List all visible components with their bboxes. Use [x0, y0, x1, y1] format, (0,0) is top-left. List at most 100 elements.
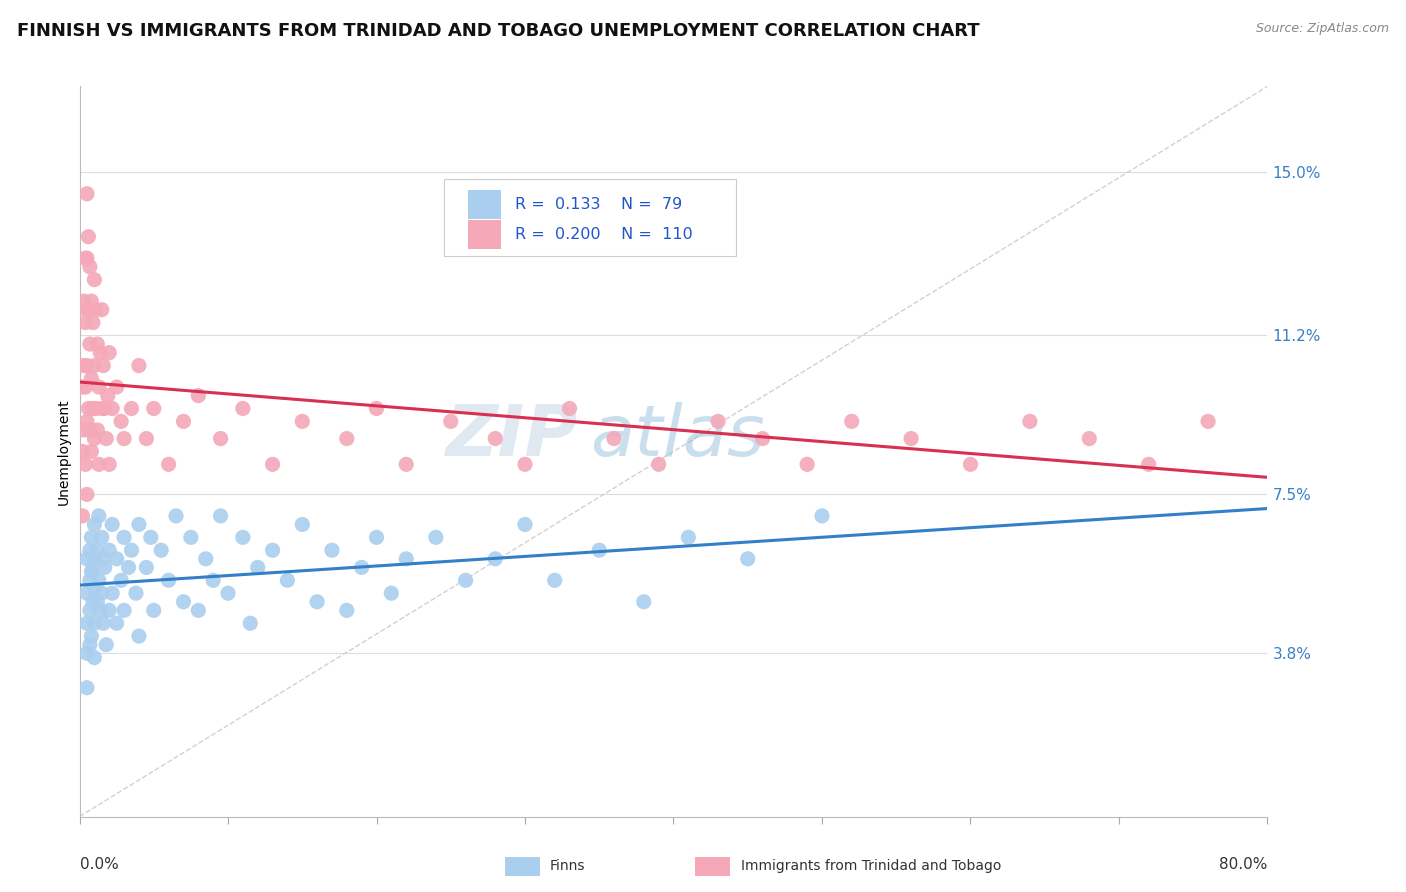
- Point: [647, 458, 669, 472]
- FancyBboxPatch shape: [444, 179, 737, 257]
- Point: [98, 345, 121, 359]
- Point: [91, 616, 114, 631]
- Point: [291, 414, 314, 428]
- Point: [558, 401, 581, 416]
- Point: [73, 359, 96, 373]
- Point: [135, 432, 157, 446]
- Point: [80, 629, 103, 643]
- Point: [75, 380, 97, 394]
- Point: [112, 603, 135, 617]
- Point: [484, 551, 506, 566]
- Point: [72, 508, 94, 523]
- Point: [142, 401, 165, 416]
- Point: [180, 530, 202, 544]
- Point: [79, 423, 101, 437]
- Point: [98, 543, 121, 558]
- Point: [105, 380, 128, 394]
- Point: [83, 616, 105, 631]
- Point: [72, 444, 94, 458]
- Point: [751, 432, 773, 446]
- Point: [336, 603, 359, 617]
- Point: [79, 574, 101, 588]
- Point: [239, 616, 262, 631]
- Point: [72, 380, 94, 394]
- Point: [737, 551, 759, 566]
- Point: [172, 595, 194, 609]
- Point: [83, 432, 105, 446]
- Point: [84, 401, 107, 416]
- Y-axis label: Unemployment: Unemployment: [58, 398, 72, 505]
- Point: [97, 389, 120, 403]
- Text: R =  0.200    N =  110: R = 0.200 N = 110: [516, 227, 693, 242]
- Point: [86, 337, 108, 351]
- Point: [96, 638, 118, 652]
- Text: atlas: atlas: [591, 402, 765, 471]
- Point: [139, 530, 162, 544]
- Point: [90, 586, 112, 600]
- Point: [366, 401, 388, 416]
- Point: [86, 543, 108, 558]
- Point: [89, 345, 111, 359]
- Point: [80, 530, 103, 544]
- Point: [209, 432, 232, 446]
- Point: [76, 586, 98, 600]
- Point: [209, 508, 232, 523]
- Point: [1018, 414, 1040, 428]
- Point: [83, 582, 105, 596]
- Point: [87, 574, 110, 588]
- Point: [75, 316, 97, 330]
- Point: [588, 543, 610, 558]
- Point: [1137, 458, 1160, 472]
- Point: [76, 681, 98, 695]
- Point: [291, 517, 314, 532]
- Text: 0.0%: 0.0%: [80, 856, 118, 871]
- Text: Finns: Finns: [550, 859, 585, 872]
- FancyBboxPatch shape: [468, 219, 501, 249]
- Point: [454, 574, 477, 588]
- Point: [202, 574, 225, 588]
- Text: 80.0%: 80.0%: [1219, 856, 1267, 871]
- Point: [77, 302, 100, 317]
- Point: [76, 616, 98, 631]
- Point: [440, 414, 463, 428]
- Point: [86, 595, 108, 609]
- Point: [80, 371, 103, 385]
- Point: [83, 272, 105, 286]
- Point: [187, 389, 209, 403]
- Point: [110, 414, 132, 428]
- Point: [121, 543, 143, 558]
- Point: [217, 586, 239, 600]
- Point: [87, 380, 110, 394]
- Point: [172, 414, 194, 428]
- Point: [959, 458, 981, 472]
- Point: [276, 574, 298, 588]
- Point: [484, 432, 506, 446]
- Point: [425, 530, 447, 544]
- Point: [128, 629, 150, 643]
- Point: [246, 560, 269, 574]
- Point: [110, 574, 132, 588]
- Point: [76, 359, 98, 373]
- Point: [633, 595, 655, 609]
- Point: [187, 603, 209, 617]
- Point: [84, 302, 107, 317]
- Point: [513, 517, 536, 532]
- Point: [94, 560, 117, 574]
- Point: [544, 574, 567, 588]
- Point: [76, 186, 98, 201]
- Point: [76, 251, 98, 265]
- Point: [82, 560, 104, 574]
- Point: [79, 638, 101, 652]
- Point: [105, 551, 128, 566]
- Point: [91, 551, 114, 566]
- Point: [80, 294, 103, 309]
- Point: [366, 530, 388, 544]
- Point: [350, 560, 373, 574]
- Point: [83, 551, 105, 566]
- Point: [82, 595, 104, 609]
- Point: [87, 508, 110, 523]
- Text: FINNISH VS IMMIGRANTS FROM TRINIDAD AND TOBAGO UNEMPLOYMENT CORRELATION CHART: FINNISH VS IMMIGRANTS FROM TRINIDAD AND …: [17, 22, 980, 40]
- Point: [165, 508, 187, 523]
- Point: [83, 517, 105, 532]
- Point: [336, 432, 359, 446]
